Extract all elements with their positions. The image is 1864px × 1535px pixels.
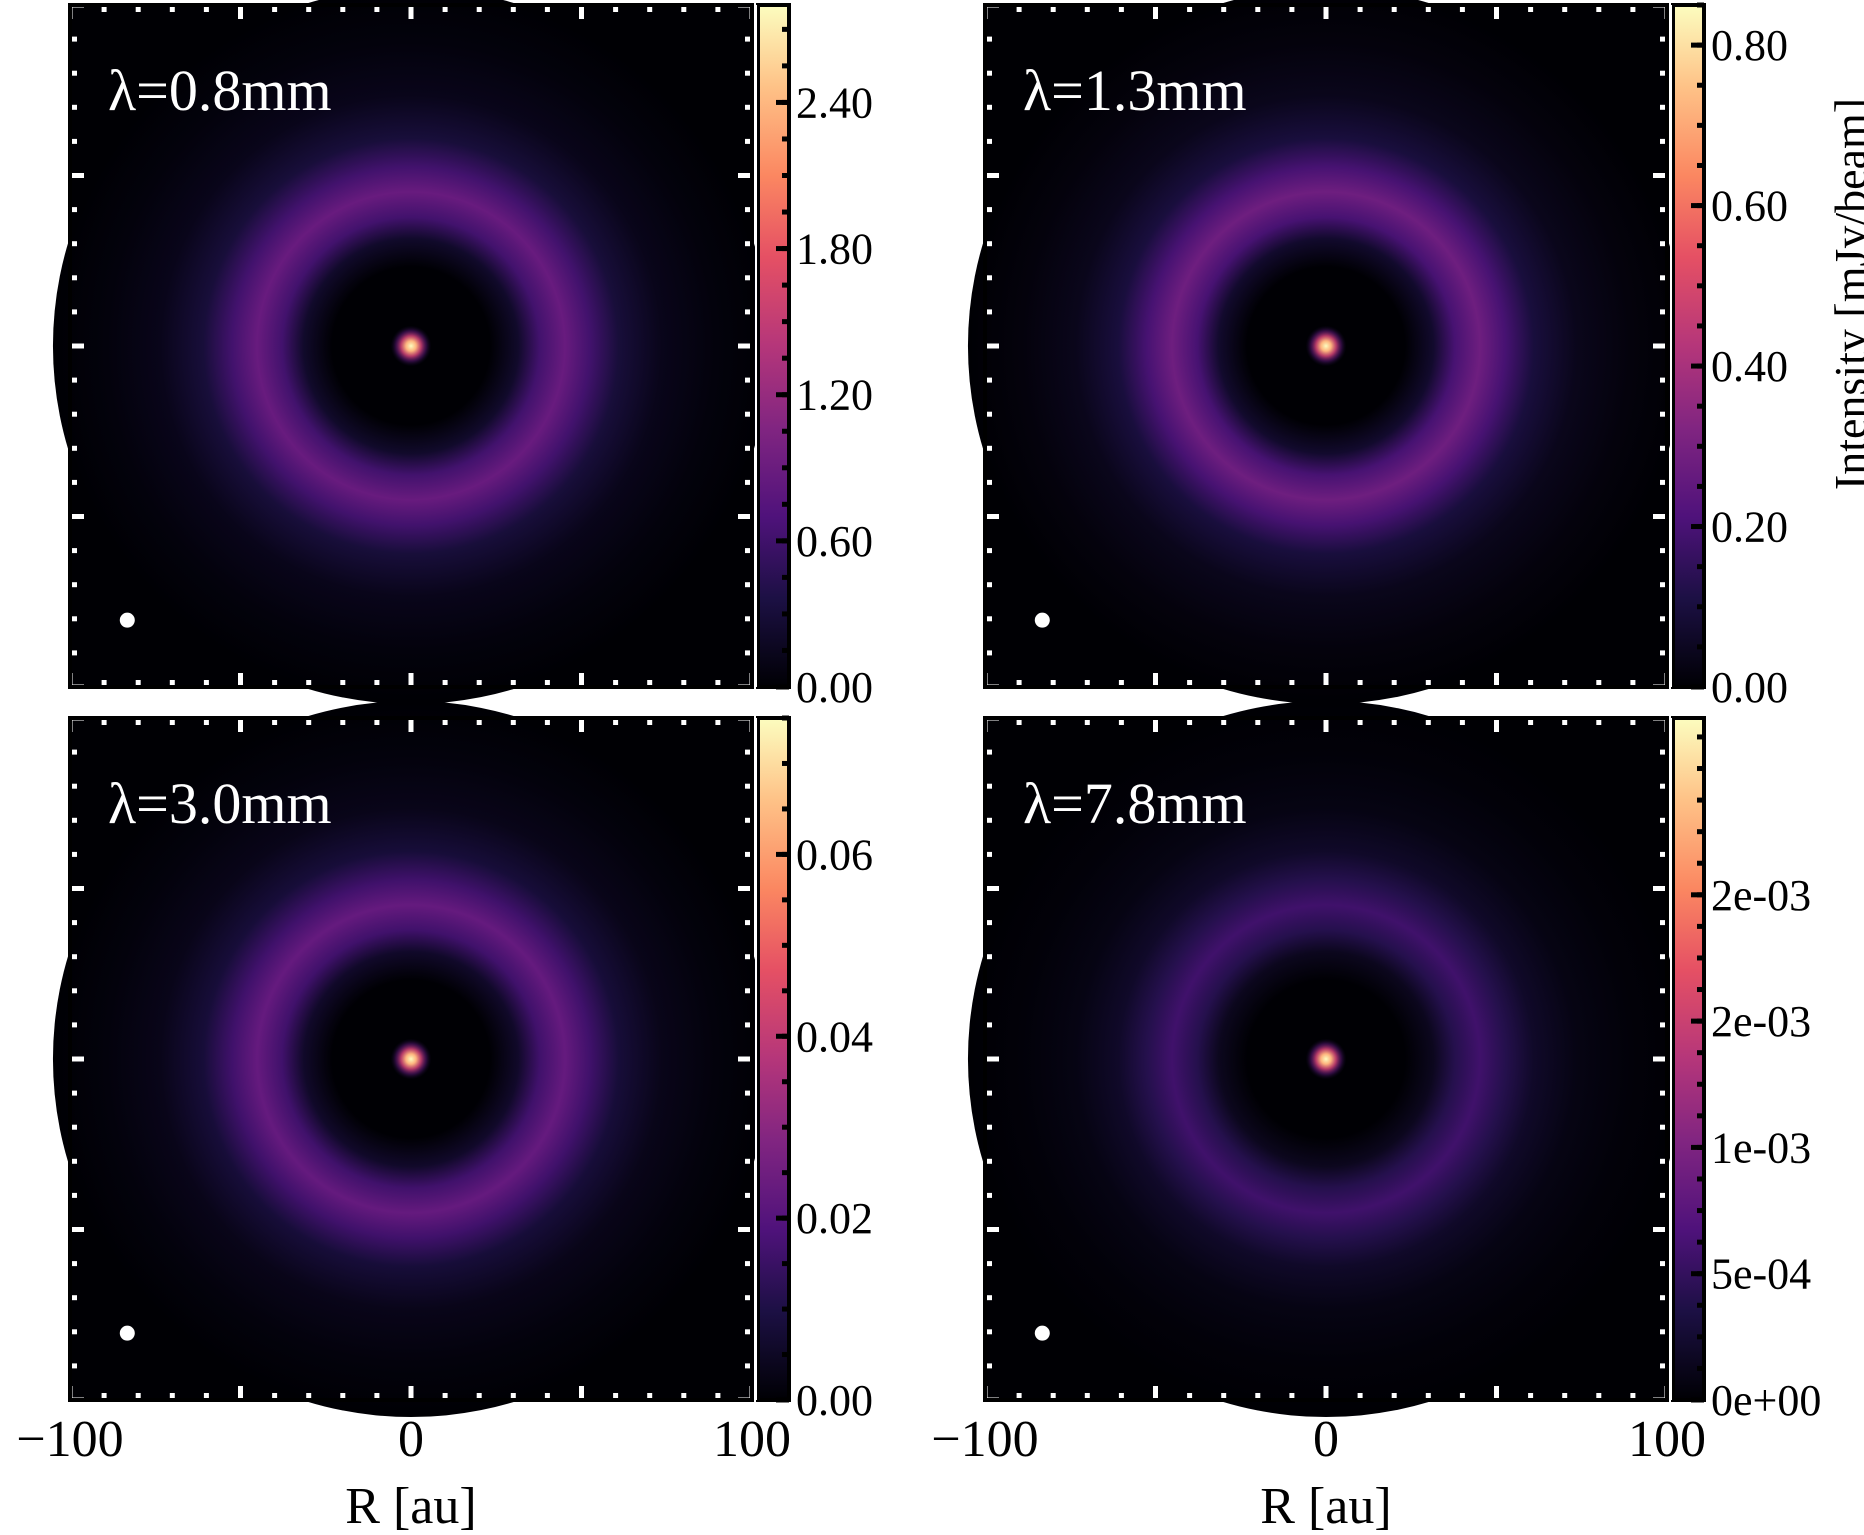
image-frame (68, 3, 754, 689)
colorbar-tick-label: 2.40 (796, 78, 873, 127)
colorbar-frame (756, 3, 791, 689)
x-tick-label: 0 (1313, 1411, 1339, 1468)
central-source (390, 325, 432, 367)
colorbar-tick-label: 0.40 (1711, 342, 1788, 391)
panel-1-3mm: λ=1.3mm 0.00 0.20 0.40 0.60 0.80 Intensity [mJ… (968, 0, 1864, 712)
colorbar-tick-label: 0.20 (1711, 503, 1788, 552)
colorbar-tick-label: 0e+00 (1711, 1376, 1821, 1425)
panel-label: λ=0.8mm (108, 58, 332, 123)
x-axis-label: R [au] (1260, 1478, 1391, 1530)
colorbar-tick-label: 5e-04 (1711, 1250, 1811, 1299)
image-frame (983, 716, 1669, 1402)
panel-label: λ=1.3mm (1023, 58, 1247, 123)
colorbar-tick-label: 1.80 (796, 225, 873, 274)
x-axis-label: R [au] (345, 1478, 476, 1530)
central-source (1305, 1038, 1347, 1080)
x-tick-label: −100 (931, 1411, 1038, 1468)
beam-marker (119, 1325, 135, 1341)
colorbar-tick-label: 0.60 (1711, 182, 1788, 231)
colorbar-tick-label: 0.04 (796, 1012, 873, 1061)
image-frame (68, 716, 754, 1402)
colorbar-tick-label: 1e-03 (1711, 1123, 1811, 1172)
image-frame (983, 3, 1669, 689)
panel-label: λ=7.8mm (1023, 771, 1247, 836)
colorbar-tick-label: 0.02 (796, 1194, 873, 1243)
panel-label: λ=3.0mm (108, 771, 332, 836)
central-source (1305, 325, 1347, 367)
x-tick-label: −100 (16, 1411, 123, 1468)
colorbar-frame (1671, 716, 1706, 1402)
colorbar-tick-label: 2e-03 (1711, 997, 1811, 1046)
colorbar (758, 718, 789, 1400)
beam-marker (119, 612, 135, 628)
colorbar-tick-label: 0.06 (796, 830, 873, 879)
panel-3-0mm: λ=3.0mm 0.00 0.02 0.04 0.06 −100 0 100 R [au] (16, 700, 873, 1535)
beam-marker (1034, 1325, 1050, 1341)
colorbar-tick-label: 1.20 (796, 371, 873, 420)
beam-marker (1034, 612, 1050, 628)
colorbar-frame (756, 716, 791, 1402)
colorbar-tick-label: 0.00 (796, 663, 873, 712)
colorbar (1673, 5, 1704, 687)
colorbar-tick-label: 2e-03 (1711, 871, 1811, 920)
colorbar-tick-label: 0.80 (1711, 21, 1788, 70)
x-tick-label: 0 (398, 1411, 424, 1468)
colorbar-tick-label: 0.00 (796, 1376, 873, 1425)
x-tick-label: 100 (1628, 1411, 1706, 1468)
x-tick-label: 100 (713, 1411, 791, 1468)
colorbar-label: Intensity [mJy/beam] (1825, 98, 1864, 490)
panel-0-8mm: λ=0.8mm 0.00 0.60 1.20 1.80 2.40 (53, 0, 873, 712)
central-source (390, 1038, 432, 1080)
colorbar-tick-label: 0.60 (796, 517, 873, 566)
colorbar (758, 5, 789, 687)
colorbar (1673, 718, 1704, 1400)
colorbar-frame (1671, 3, 1706, 689)
panel-7-8mm: λ=7.8mm 0e+00 5e-04 1e-03 2e-03 2e-03 −100 0 100… (931, 700, 1821, 1535)
colorbar-tick-label: 0.00 (1711, 663, 1788, 712)
